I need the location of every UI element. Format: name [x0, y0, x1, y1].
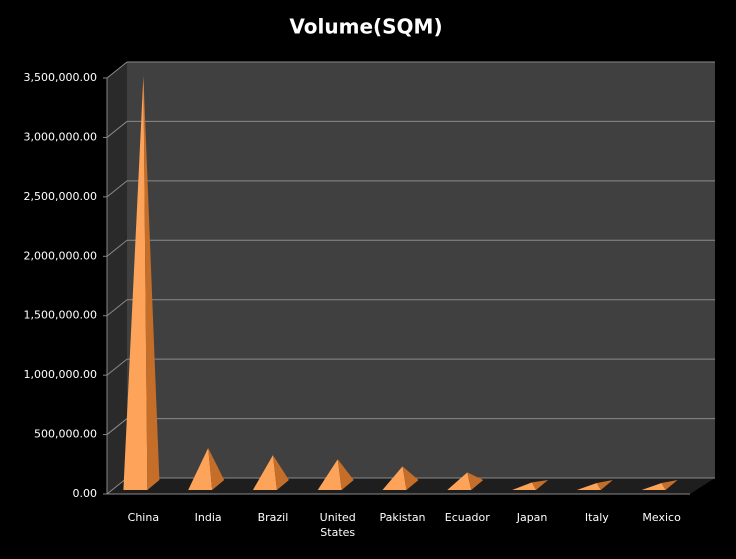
x-tick-label: Ecuador — [444, 511, 490, 524]
chart-title: Volume(SQM) — [289, 15, 442, 39]
pyramid-side — [661, 480, 678, 490]
y-tick-label: 1,500,000.00 — [24, 309, 97, 322]
pyramid-front — [188, 447, 213, 490]
y-tick-label: 0.00 — [73, 487, 98, 500]
grid-line-side — [106, 299, 128, 317]
pyramid-front — [447, 472, 472, 490]
side-wall — [107, 62, 127, 494]
pyramid — [447, 472, 484, 490]
pyramid-front — [641, 483, 666, 490]
pyramid-side — [532, 480, 549, 490]
grid-line-side — [106, 418, 128, 435]
y-tick-label: 2,500,000.00 — [24, 190, 97, 203]
pyramid-side — [467, 472, 484, 490]
back-wall — [127, 62, 715, 478]
y-tick-label: 500,000.00 — [34, 428, 97, 441]
pyramid-front — [382, 466, 407, 490]
pyramid-front — [252, 455, 277, 490]
x-tick-label: Pakistan — [379, 511, 426, 524]
x-tick-label: United States — [319, 511, 356, 539]
pyramid-front — [576, 483, 601, 490]
y-tick-label: 2,000,000.00 — [24, 249, 97, 262]
pyramid — [317, 459, 354, 490]
pyramid — [512, 480, 549, 490]
pyramid-side — [596, 480, 613, 490]
x-tick-label: Brazil — [257, 511, 289, 524]
pyramid — [382, 466, 419, 490]
pyramid-side — [208, 447, 225, 490]
pyramid-front — [512, 482, 537, 490]
grid-line-side — [106, 180, 128, 198]
pyramid — [641, 480, 678, 490]
y-tick-label: 3,000,000.00 — [24, 130, 97, 143]
grid-line-side — [106, 61, 128, 79]
pyramid-side — [337, 459, 354, 490]
y-tick-label: 3,500,000.00 — [24, 71, 97, 84]
pyramid-side — [402, 466, 419, 490]
grid-line-side — [106, 358, 128, 376]
pyramid-side — [143, 75, 160, 490]
pyramid — [123, 75, 160, 490]
pyramid-front — [317, 459, 342, 490]
x-tick-label: Japan — [516, 511, 548, 524]
x-tick-label: Italy — [584, 511, 609, 524]
grid-line-side — [106, 239, 128, 257]
grid-line-side — [106, 121, 128, 138]
pyramid-side — [272, 455, 289, 490]
x-tick-label: Mexico — [642, 511, 681, 524]
x-tick-label: China — [127, 511, 160, 524]
pyramid-front — [123, 75, 148, 490]
pyramid — [188, 447, 225, 490]
pyramid — [576, 480, 613, 490]
grid-line-side — [106, 477, 128, 495]
y-tick-label: 1,000,000.00 — [24, 368, 97, 381]
pyramid — [252, 455, 289, 490]
x-tick-label: India — [194, 511, 222, 524]
